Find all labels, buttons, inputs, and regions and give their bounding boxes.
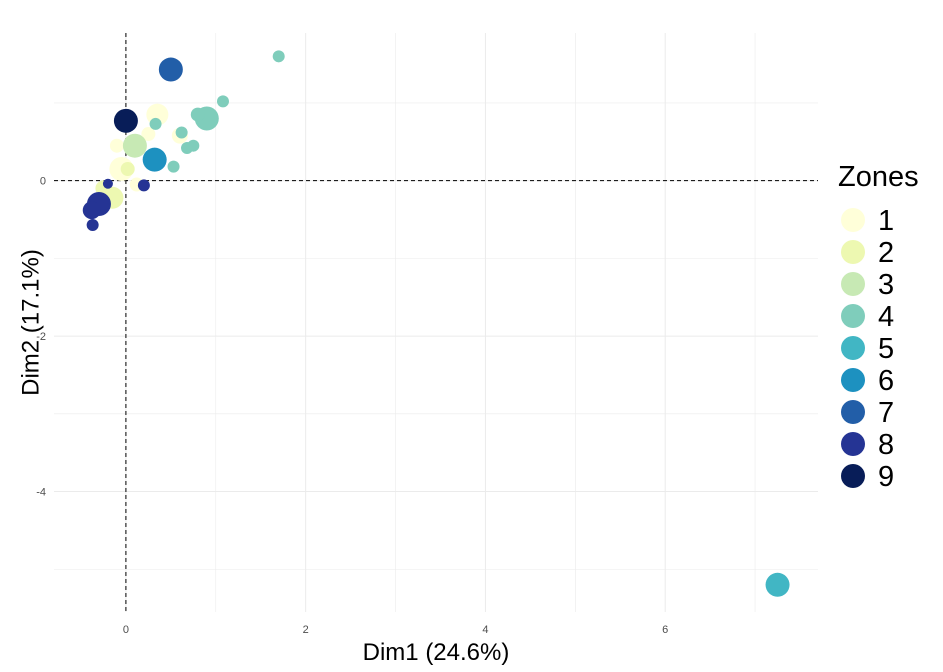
- legend-key-zone-7: [841, 400, 865, 424]
- legend-label-zone-5: 5: [878, 333, 894, 365]
- data-point-zone-1: [109, 138, 124, 153]
- data-point-zone-8: [137, 179, 150, 192]
- legend-key-zone-6: [841, 368, 865, 392]
- legend-label-zone-3: 3: [878, 269, 894, 301]
- legend-key-zone-5: [841, 336, 865, 360]
- legend-label-zone-8: 8: [878, 429, 894, 461]
- legend-key-zone-9: [841, 464, 865, 488]
- legend-key-zone-8: [841, 432, 865, 456]
- data-point-zone-4: [216, 95, 229, 108]
- legend-label-zone-1: 1: [878, 205, 894, 237]
- y-axis-title: Dim2 (17.1%): [17, 249, 44, 396]
- x-axis-title: Dim1 (24.6%): [363, 639, 510, 666]
- data-points: [82, 50, 790, 597]
- reference-lines: [54, 33, 818, 612]
- data-point-zone-8: [102, 178, 113, 189]
- data-point-zone-5: [765, 572, 790, 597]
- data-point-zone-4: [272, 50, 285, 63]
- data-point-zone-4: [167, 160, 180, 173]
- legend-label-zone-4: 4: [878, 301, 894, 333]
- x-tick-label: 6: [662, 624, 668, 636]
- grid-lines: [54, 33, 818, 612]
- y-tick-label: -2: [36, 331, 46, 343]
- data-point-zone-2: [120, 162, 135, 177]
- legend-label-zone-9: 9: [878, 461, 894, 493]
- tick-labels: 0 2 4 6 0 -2 -4: [36, 176, 668, 636]
- data-point-zone-3: [122, 133, 147, 158]
- legend-key-zone-4: [841, 304, 865, 328]
- legend-label-zone-2: 2: [878, 237, 894, 269]
- data-point-zone-7: [158, 57, 183, 82]
- data-point-zone-9: [113, 108, 138, 133]
- y-tick-label: -4: [36, 487, 46, 499]
- data-point-zone-8: [82, 201, 101, 220]
- legend-key-zone-2: [841, 240, 865, 264]
- legend-key-zone-1: [841, 208, 865, 232]
- data-point-zone-4: [149, 117, 162, 130]
- legend-title: Zones: [838, 161, 919, 193]
- x-tick-label: 2: [303, 624, 309, 636]
- data-point-zone-6: [142, 147, 167, 172]
- data-point-zone-1: [141, 127, 156, 142]
- y-tick-label: 0: [40, 176, 46, 188]
- data-point-zone-4: [190, 107, 205, 122]
- x-tick-label: 0: [123, 624, 129, 636]
- legend-label-zone-6: 6: [878, 365, 894, 397]
- data-point-zone-4: [175, 126, 188, 139]
- legend-label-zone-7: 7: [878, 397, 894, 429]
- legend-key-zone-3: [841, 272, 865, 296]
- data-point-zone-8: [86, 218, 99, 231]
- x-tick-label: 4: [482, 624, 488, 636]
- data-point-zone-4: [181, 142, 194, 155]
